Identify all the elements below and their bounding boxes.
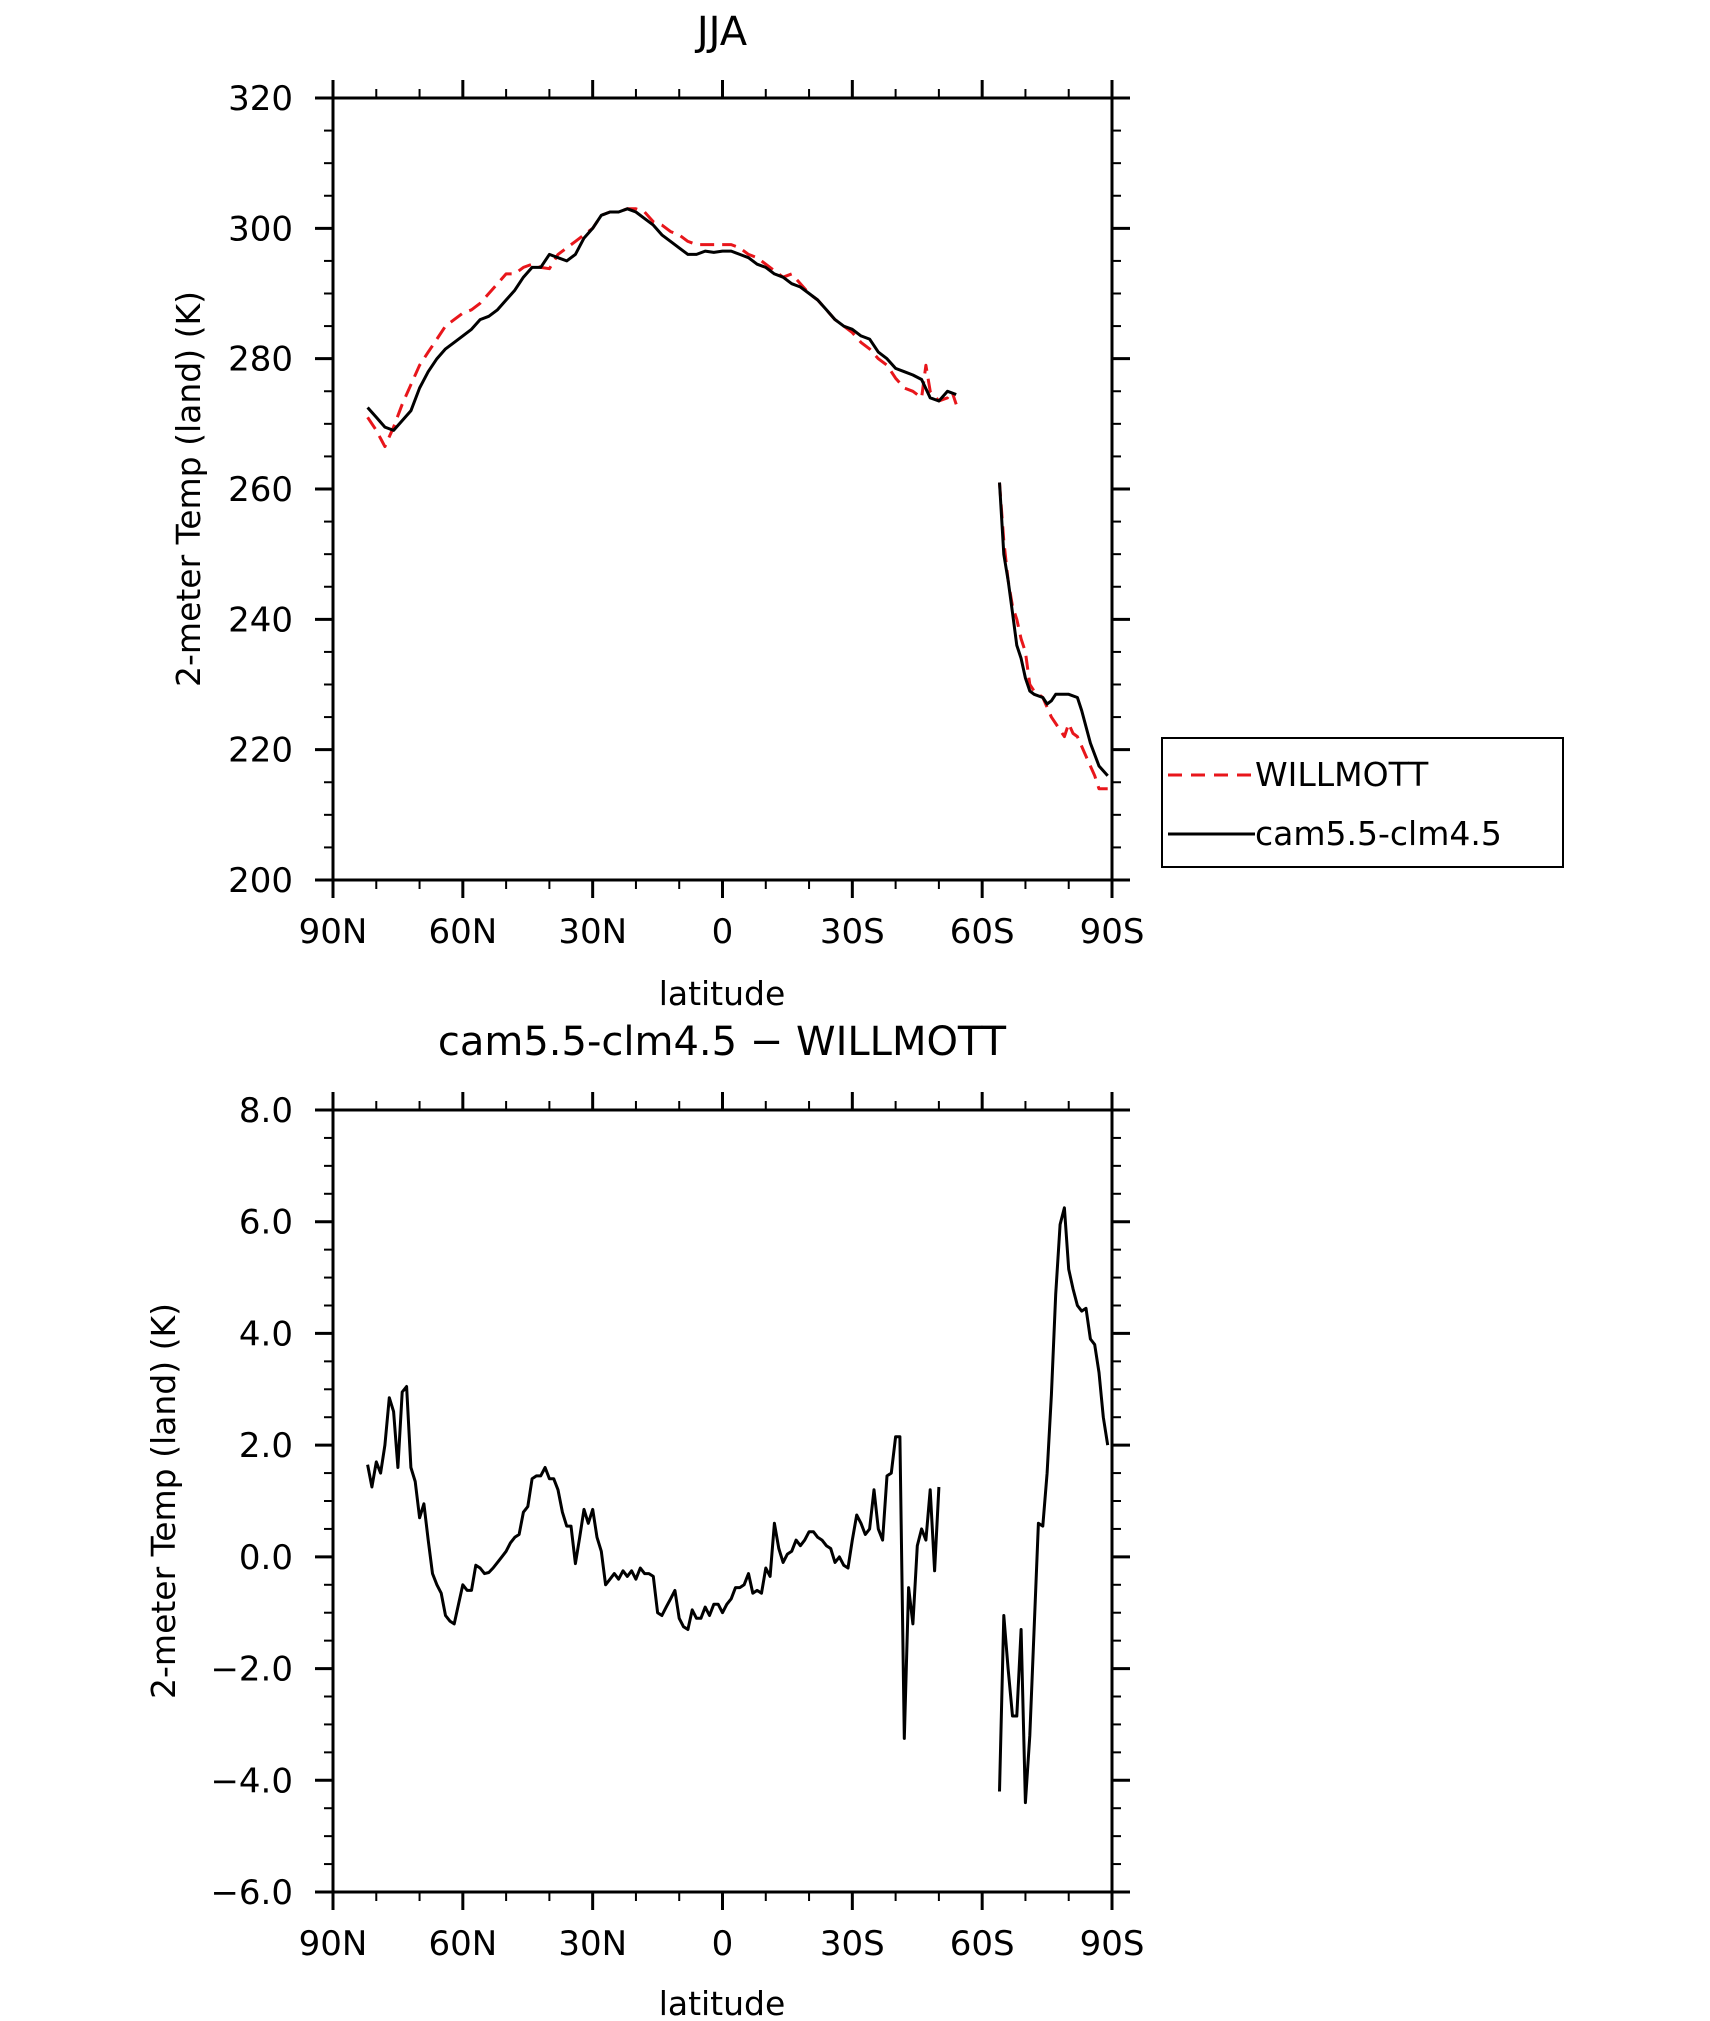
- top-ylabel: 2-meter Temp (land) (K): [169, 291, 208, 687]
- bottom-plot-frame: [331, 1108, 1114, 1894]
- top-xtick-label: 60S: [950, 912, 1015, 952]
- top-xtick-label: 90N: [299, 912, 368, 952]
- bottom-series-line-0-seg-0: [366, 1385, 941, 1740]
- bottom-series-layer: [366, 1206, 1110, 1805]
- top-series-line-0-seg-0: [366, 207, 958, 449]
- bottom-xtick-label: 60N: [428, 1924, 497, 1964]
- top-ytick-label: 200: [228, 861, 293, 901]
- bottom-xtick-label: 90N: [299, 1924, 368, 1964]
- legend-box: [1161, 737, 1564, 868]
- bottom-series-line-0-seg-1: [998, 1206, 1110, 1805]
- bottom-xtick-label: 60S: [950, 1924, 1015, 1964]
- top-xtick-label: 30S: [820, 912, 885, 952]
- top-plot: JJA 200 220 240 260 280 300 320 90N 60N 30N 0 30S 60…: [169, 9, 1564, 1013]
- bottom-ytick-label: −6.0: [210, 1873, 293, 1913]
- bottom-xtick-label: 30S: [820, 1924, 885, 1964]
- bottom-xtick-label: 30N: [558, 1924, 627, 1964]
- bottom-plot-title: cam5.5-clm4.5 − WILLMOTT: [438, 1019, 1007, 1065]
- top-xtick-label: 90S: [1080, 912, 1145, 952]
- top-ytick-label: 320: [228, 79, 293, 119]
- top-series-line-1-seg-0: [366, 207, 957, 432]
- bottom-ytick-label: 4.0: [239, 1314, 293, 1354]
- top-series-line-1-seg-1: [998, 482, 1109, 777]
- bottom-ytick-label: 2.0: [239, 1426, 293, 1466]
- top-axes: 200 220 240 260 280 300 320 90N 60N 30N 0 30S 60S 90S: [228, 79, 1144, 952]
- bottom-plot: cam5.5-clm4.5 − WILLMOTT −6.0 −4.0 −2.0 0.0…: [144, 1019, 1144, 2021]
- top-plot-title: JJA: [694, 9, 748, 55]
- bottom-ytick-label: 0.0: [239, 1538, 293, 1578]
- bottom-xlabel: latitude: [659, 1984, 786, 2021]
- top-ytick-label: 300: [228, 209, 293, 249]
- top-series-layer: [366, 207, 1109, 791]
- bottom-ytick-label: −2.0: [210, 1650, 293, 1690]
- top-xtick-label: 30N: [558, 912, 627, 952]
- legend-cam-label: cam5.5-clm4.5: [1255, 814, 1502, 853]
- top-ytick-label: 240: [228, 600, 293, 640]
- bottom-xtick-label: 0: [712, 1924, 734, 1964]
- legend-willmott-label: WILLMOTT: [1255, 755, 1429, 794]
- bottom-ytick-label: −4.0: [210, 1761, 293, 1801]
- bottom-ytick-label: 8.0: [239, 1091, 293, 1131]
- top-plot-frame: [331, 96, 1114, 882]
- bottom-ylabel: 2-meter Temp (land) (K): [144, 1303, 183, 1699]
- top-xtick-label: 0: [712, 912, 734, 952]
- bottom-ytick-label: 6.0: [239, 1203, 293, 1243]
- top-xlabel: latitude: [659, 974, 786, 1013]
- top-legend: WILLMOTT cam5.5-clm4.5: [1161, 737, 1564, 868]
- top-ytick-label: 220: [228, 731, 293, 771]
- top-xtick-label: 60N: [428, 912, 497, 952]
- bottom-axes: −6.0 −4.0 −2.0 0.0 2.0 4.0 6.0 8.0 90N 60N 30N 0 30S…: [210, 1091, 1144, 1964]
- top-ytick-label: 280: [228, 340, 293, 380]
- top-ytick-label: 260: [228, 470, 293, 510]
- top-series-line-0-seg-1: [998, 482, 1108, 791]
- bottom-xtick-label: 90S: [1080, 1924, 1145, 1964]
